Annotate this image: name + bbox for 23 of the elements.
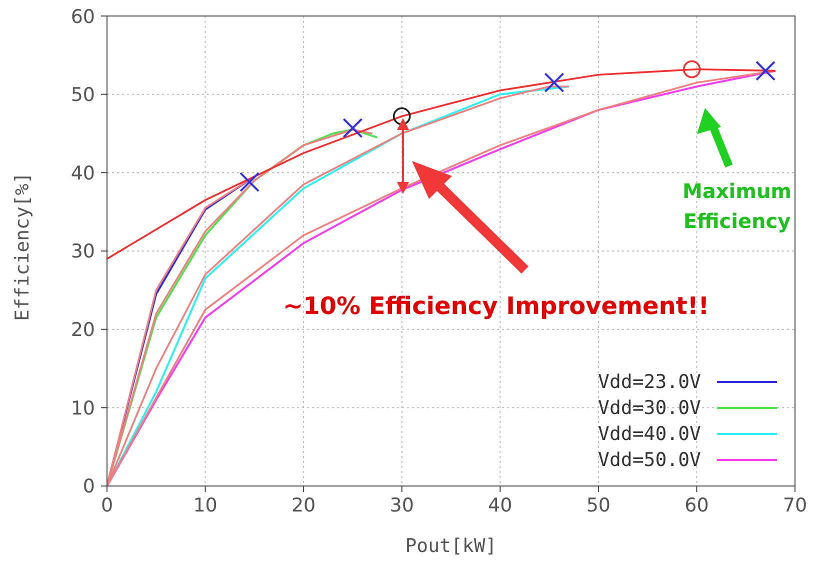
legend-label: Vdd=50.0V <box>598 449 701 471</box>
y-tick-label: 60 <box>70 6 95 28</box>
x-tick-label: 30 <box>390 494 414 516</box>
x-tick-label: 10 <box>193 494 218 516</box>
x-tick-label: 70 <box>782 494 808 516</box>
legend-label: Vdd=40.0V <box>598 423 701 445</box>
y-axis-title: Efficiency[%] <box>12 172 34 321</box>
legend-label: Vdd=23.0V <box>598 371 701 393</box>
x-tick-label: 60 <box>684 494 709 516</box>
x-tick-label: 50 <box>586 494 611 516</box>
x-axis-title: Pout[kW] <box>405 535 497 557</box>
y-tick-label: 0 <box>82 476 95 498</box>
y-tick-label: 10 <box>70 397 95 420</box>
annotation: ~10% Efficiency Improvement!! <box>283 292 710 320</box>
y-tick-label: 20 <box>70 319 95 342</box>
y-tick-label: 40 <box>70 162 95 184</box>
y-tick-label: 50 <box>70 84 95 106</box>
x-tick-label: 20 <box>291 494 316 516</box>
legend-label: Vdd=30.0V <box>598 397 701 419</box>
annotation: Maximum Efficiency <box>681 178 793 235</box>
y-tick-label: 30 <box>70 240 95 263</box>
x-tick-label: 0 <box>100 494 114 516</box>
x-tick-label: 40 <box>488 494 512 516</box>
